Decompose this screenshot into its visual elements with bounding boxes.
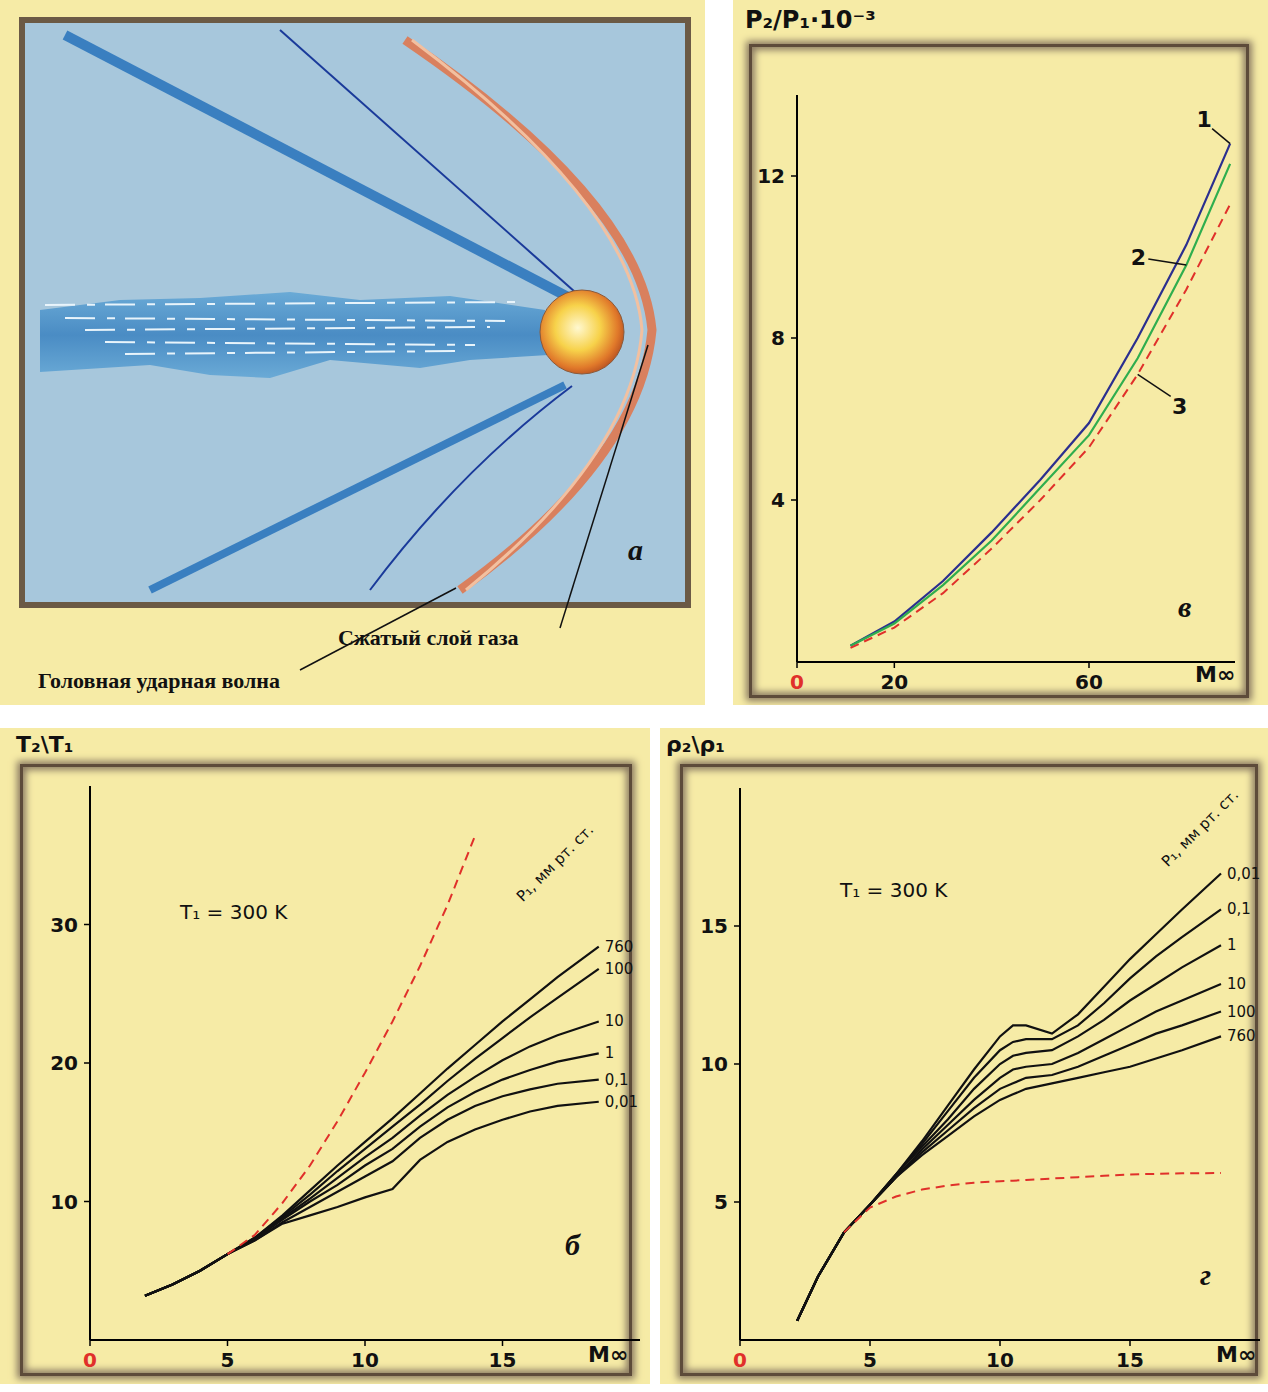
svg-text:0,01: 0,01 bbox=[605, 1093, 638, 1111]
svg-text:4: 4 bbox=[771, 488, 785, 512]
html-text:P₁, мм рт. ст.: P₁, мм рт. ст. bbox=[1157, 785, 1243, 871]
svg-text:100: 100 bbox=[605, 960, 634, 978]
svg-text:0: 0 bbox=[790, 670, 804, 694]
html-text:P₁, мм рт. ст.: P₁, мм рт. ст. bbox=[512, 820, 598, 906]
svg-text:60: 60 bbox=[1075, 670, 1103, 694]
html-text:M∞: M∞ bbox=[1216, 1342, 1257, 1367]
svg-text:20: 20 bbox=[880, 670, 908, 694]
svg-text:0: 0 bbox=[83, 1348, 97, 1372]
svg-text:12: 12 bbox=[757, 164, 785, 188]
svg-text:а: а bbox=[628, 533, 643, 566]
svg-text:20: 20 bbox=[50, 1051, 78, 1075]
svg-text:1: 1 bbox=[1196, 107, 1211, 132]
svg-text:1: 1 bbox=[605, 1044, 615, 1062]
html-text:M∞: M∞ bbox=[588, 1342, 629, 1367]
svg-text:10: 10 bbox=[605, 1012, 624, 1030]
html-text:T₁ = 300 K: T₁ = 300 K bbox=[180, 900, 288, 924]
html-text:M∞: M∞ bbox=[1195, 662, 1236, 687]
html-text:T₁ = 300 K: T₁ = 300 K bbox=[840, 878, 948, 902]
html-text:T₂\T₁: T₂\T₁ bbox=[16, 732, 74, 757]
svg-text:15: 15 bbox=[700, 914, 728, 938]
html-text:б: б bbox=[565, 1228, 580, 1261]
html-text:г: г bbox=[1200, 1258, 1212, 1291]
svg-text:100: 100 bbox=[1227, 1003, 1256, 1021]
svg-text:5: 5 bbox=[714, 1190, 728, 1214]
svg-text:0,1: 0,1 bbox=[605, 1071, 629, 1089]
svg-text:2: 2 bbox=[1131, 245, 1146, 270]
svg-text:10: 10 bbox=[986, 1348, 1014, 1372]
svg-text:10: 10 bbox=[1227, 975, 1246, 993]
svg-text:8: 8 bbox=[771, 326, 785, 350]
svg-text:10: 10 bbox=[700, 1052, 728, 1076]
svg-text:10: 10 bbox=[351, 1348, 379, 1372]
svg-text:760: 760 bbox=[1227, 1027, 1256, 1045]
svg-text:0,01: 0,01 bbox=[1227, 865, 1260, 883]
svg-text:10: 10 bbox=[50, 1190, 78, 1214]
svg-text:5: 5 bbox=[863, 1348, 877, 1372]
svg-text:Головная ударная волна: Головная ударная волна bbox=[38, 668, 280, 693]
svg-text:0,1: 0,1 bbox=[1227, 900, 1251, 918]
svg-text:Сжатый слой газа: Сжатый слой газа bbox=[338, 625, 519, 650]
svg-text:1: 1 bbox=[1227, 936, 1237, 954]
svg-text:760: 760 bbox=[605, 938, 634, 956]
html-text:в: в bbox=[1178, 590, 1192, 623]
svg-text:5: 5 bbox=[221, 1348, 235, 1372]
svg-text:15: 15 bbox=[1116, 1348, 1144, 1372]
svg-text:30: 30 bbox=[50, 913, 78, 937]
svg-text:0: 0 bbox=[733, 1348, 747, 1372]
html-text:ρ₂\ρ₁: ρ₂\ρ₁ bbox=[666, 732, 725, 757]
svg-text:3: 3 bbox=[1172, 394, 1187, 419]
svg-text:15: 15 bbox=[489, 1348, 517, 1372]
html-text:P₂/P₁·10⁻³: P₂/P₁·10⁻³ bbox=[745, 6, 876, 34]
